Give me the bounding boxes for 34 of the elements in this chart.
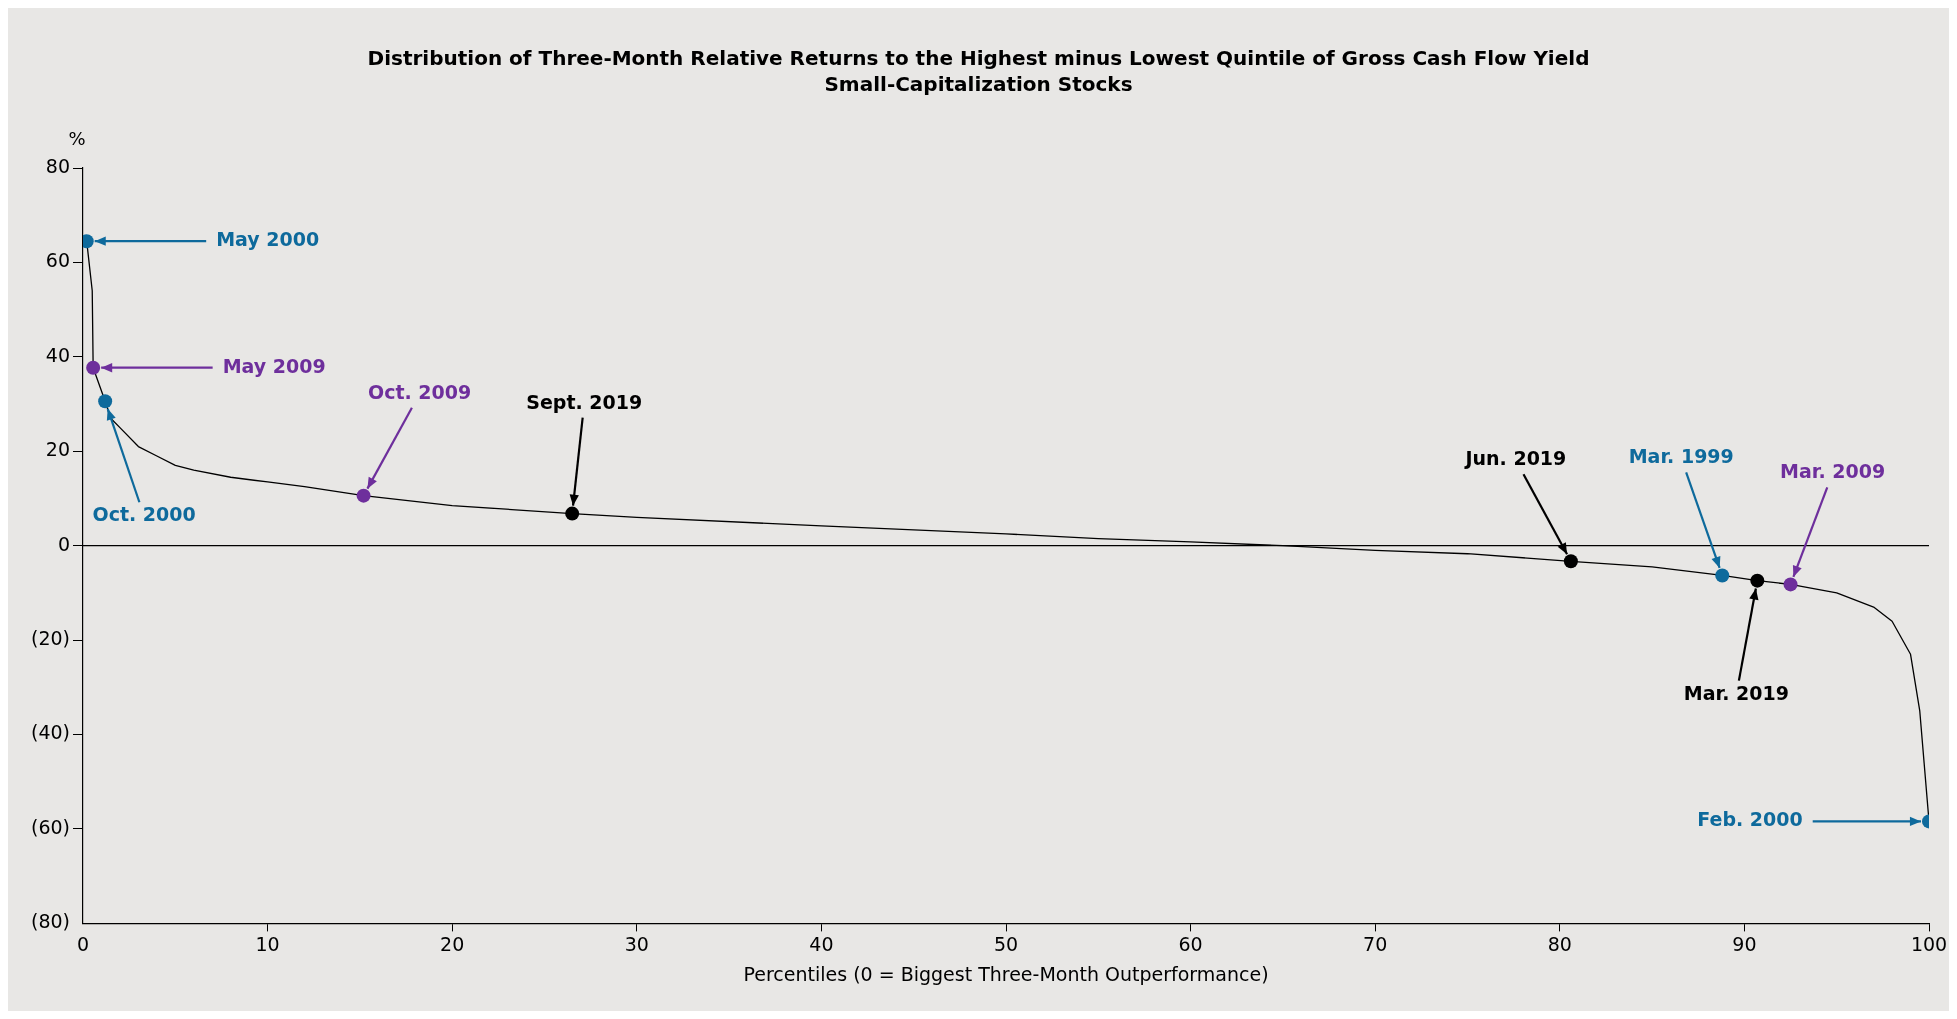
annotation: Mar. 2019 [1683, 681, 1789, 704]
y-tick-label: (80) [30, 910, 70, 933]
y-tick-label: 20 [45, 438, 70, 461]
annotation: Sept. 2019 [526, 390, 643, 413]
annotation: Oct. 2000 [92, 503, 196, 526]
y-tick-label: 40 [45, 343, 70, 366]
annotation: Mar. 1999 [1628, 445, 1734, 468]
annotation: May 2000 [216, 228, 320, 251]
y-tick-label: (60) [30, 815, 70, 838]
x-tick-label: 10 [255, 932, 280, 955]
annotation: Mar. 2009 [1780, 460, 1886, 483]
x-tick-label: 0 [76, 932, 90, 955]
y-tick-label: (40) [30, 721, 70, 744]
x-tick-label: 90 [1732, 932, 1757, 955]
x-tick-label: 80 [1547, 932, 1572, 955]
annotation: Oct. 2009 [367, 380, 472, 403]
chart-title: Distribution of Three-Month Relative Returns to the Highest minus Lowest Quintile of Gross Cash Flow Yield [367, 46, 1590, 71]
x-tick-label: 50 [993, 932, 1019, 955]
x-tick-label: 20 [440, 932, 465, 955]
x-tick-label: 70 [1363, 932, 1388, 955]
y-tick-label: 80 [45, 154, 70, 177]
y-tick-label: 0 [57, 532, 70, 555]
x-tick-label: 30 [624, 932, 649, 955]
annotation: May 2009 [222, 354, 326, 377]
chart-subtitle: Small-Capitalization Stocks [824, 72, 1133, 97]
y-axis-title: % [68, 127, 86, 149]
x-axis-title: Percentiles (0 = Biggest Three-Month Outperformance) [743, 962, 1269, 985]
annotation: Jun. 2019 [1463, 447, 1567, 470]
x-tick-label: 60 [1178, 932, 1203, 955]
x-tick-label: 40 [809, 932, 834, 955]
annotation: Feb. 2000 [1697, 808, 1803, 831]
x-tick-label: 100 [1910, 932, 1948, 955]
y-tick-label: (20) [30, 627, 70, 650]
y-tick-label: 60 [45, 249, 70, 272]
